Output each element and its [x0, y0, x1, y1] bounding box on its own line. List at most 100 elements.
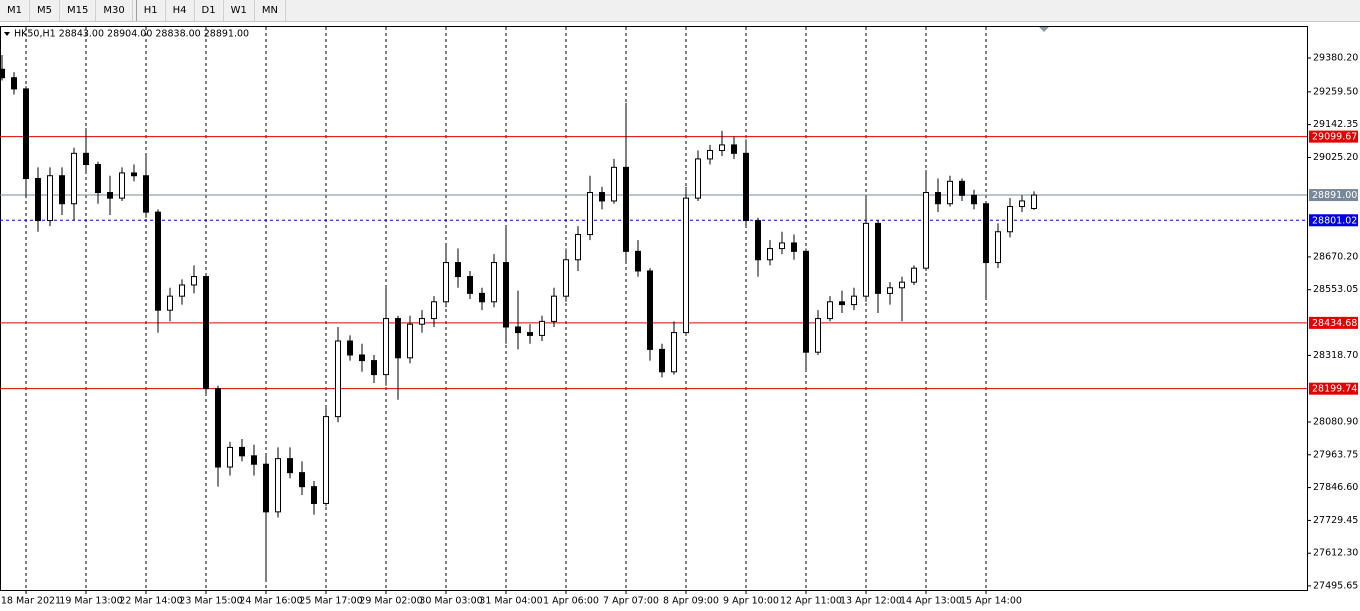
timeframe-button[interactable]: H4 [166, 0, 195, 21]
candle-body [743, 152, 749, 222]
candle-body [935, 192, 941, 205]
candle-body [239, 446, 245, 457]
candle-body [131, 172, 137, 177]
x-tick-label: 29 Mar 02:00 [359, 596, 422, 607]
x-tick-label: 9 Apr 10:00 [723, 596, 779, 607]
y-tick-label: 28318.70 [1313, 350, 1358, 361]
candle-body [155, 211, 161, 311]
candle-body [671, 332, 677, 373]
candle-body [695, 158, 701, 199]
candle-body [311, 486, 317, 504]
candle-body [467, 276, 473, 294]
candle-body [803, 250, 809, 353]
candle-body [23, 88, 29, 180]
candle-body [167, 295, 173, 311]
y-tick-label: 28080.90 [1313, 416, 1358, 427]
candle-body [419, 318, 425, 325]
candle-body [191, 276, 197, 286]
timeframe-button[interactable]: M5 [30, 0, 60, 21]
level-label-box [1309, 214, 1358, 227]
candle-body [539, 320, 545, 336]
candle-body [251, 455, 257, 465]
y-tick-label: 29025.20 [1313, 152, 1358, 163]
candle-body [407, 323, 413, 359]
timeframe-button[interactable]: M15 [60, 0, 97, 21]
timeframe-button[interactable]: M30 [96, 0, 133, 21]
y-tick-label: 28670.20 [1313, 251, 1358, 262]
level-label-box [1309, 382, 1358, 395]
candle-body [95, 164, 101, 194]
level-label: 28199.74 [1312, 384, 1357, 395]
timeframe-button[interactable]: H1 [137, 0, 166, 21]
candle-body [83, 152, 89, 166]
candle-body [551, 295, 557, 322]
candle-body [383, 318, 389, 376]
timeframe-button[interactable]: D1 [195, 0, 224, 21]
candle-body [923, 192, 929, 269]
candle-body [35, 178, 41, 222]
candle-body [47, 175, 53, 222]
candle-body [503, 262, 509, 328]
candle-body [431, 301, 437, 320]
candle-body [359, 354, 365, 362]
candle-body [599, 192, 605, 202]
candle-body [59, 175, 65, 205]
candle-body [647, 270, 653, 350]
y-tick-label: 27495.65 [1313, 580, 1358, 591]
candle-body [491, 262, 497, 303]
y-tick-label: 27612.30 [1313, 548, 1358, 559]
level-label: 28434.68 [1312, 318, 1357, 329]
x-tick-label: 18 Mar 2021 [1, 596, 61, 607]
candle-body [263, 463, 269, 513]
candle-body [911, 267, 917, 283]
candle-body [839, 301, 845, 306]
level-label-box [1309, 130, 1358, 143]
level-label: 28891.00 [1312, 190, 1357, 201]
candle-body [323, 416, 329, 504]
candle-body [11, 77, 17, 90]
candle-body [755, 220, 761, 261]
x-tick-label: 22 Mar 14:00 [119, 596, 182, 607]
chart: HK50,H1 28843.00 28904.00 28838.00 28891… [0, 26, 1358, 607]
x-tick-label: 31 Mar 04:00 [479, 596, 542, 607]
candle-body [1019, 200, 1025, 208]
x-tick-label: 24 Mar 16:00 [239, 596, 302, 607]
shift-marker [1039, 27, 1049, 32]
timeframe-button[interactable]: MN [255, 0, 286, 21]
menu-arrow [4, 32, 10, 36]
chart-header: HK50,H1 28843.00 28904.00 28838.00 28891… [14, 29, 249, 40]
candle-body [455, 262, 461, 278]
candle-body [899, 281, 905, 289]
candle-body [587, 192, 593, 236]
plot-frame [0, 26, 1308, 591]
level-label: 28801.02 [1312, 215, 1357, 226]
candle-body [707, 150, 713, 160]
x-tick-label: 23 Mar 15:00 [179, 596, 242, 607]
candle-body [995, 231, 1001, 264]
candle-body [215, 388, 221, 468]
candle-body [0, 68, 5, 79]
x-tick-label: 30 Mar 03:00 [419, 596, 482, 607]
candle-body [203, 276, 209, 390]
timeframe-button[interactable]: W1 [224, 0, 255, 21]
y-tick-label: 27729.45 [1313, 515, 1358, 526]
candle-body [815, 318, 821, 353]
x-tick-label: 8 Apr 09:00 [663, 596, 719, 607]
candle-body [767, 248, 773, 261]
level-label-box [1309, 189, 1358, 202]
candle-body [791, 242, 797, 252]
x-tick-label: 15 Apr 14:00 [960, 596, 1022, 607]
candle-body [299, 472, 305, 488]
candle-body [731, 144, 737, 154]
candle-body [347, 340, 353, 356]
candle-body [851, 295, 857, 306]
candle-body [959, 180, 965, 196]
candle-body [563, 259, 569, 297]
candle-body [371, 360, 377, 376]
x-tick-label: 25 Mar 17:00 [299, 596, 362, 607]
candle-body [275, 458, 281, 513]
timeframe-button[interactable]: M1 [0, 0, 30, 21]
x-tick-label: 12 Apr 11:00 [780, 596, 842, 607]
y-tick-label: 29142.35 [1313, 119, 1358, 130]
